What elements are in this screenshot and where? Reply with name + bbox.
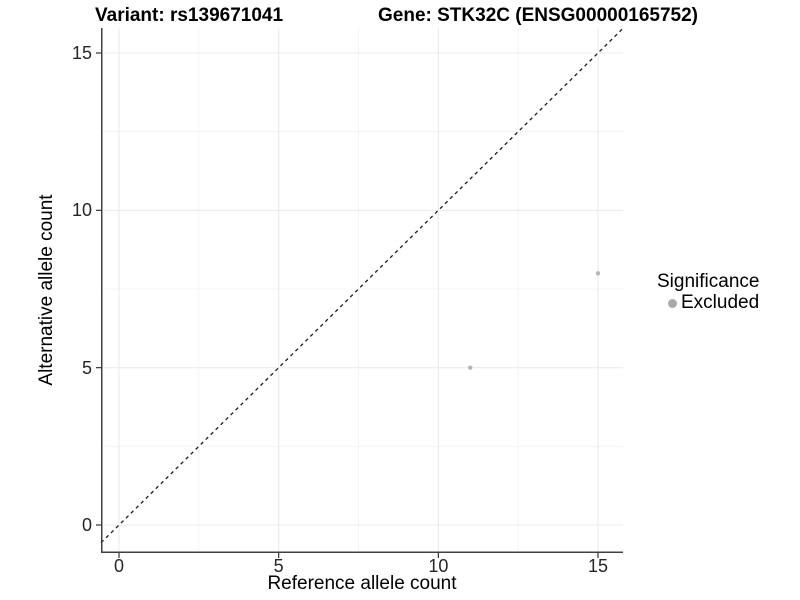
- data-point: [468, 365, 473, 370]
- x-tick-label: 15: [587, 556, 609, 576]
- x-tick-label: 5: [273, 556, 284, 576]
- plot-canvas: [96, 27, 624, 558]
- legend-entry-excluded: Excluded: [657, 293, 797, 313]
- legend: Significance Excluded: [657, 272, 797, 313]
- y-tick-label: 0: [81, 515, 92, 535]
- plot-title-gene: Gene: STK32C (ENSG00000165752): [378, 5, 698, 26]
- plot-panel: [96, 27, 624, 558]
- legend-title: Significance: [657, 271, 760, 292]
- y-tick-label: 5: [81, 357, 92, 378]
- x-tick-label: 0: [113, 556, 125, 576]
- data-point: [595, 271, 601, 276]
- identity-reference-line: [100, 27, 624, 544]
- legend-entry-label: Excluded: [681, 292, 760, 313]
- y-tick-label: 10: [71, 200, 92, 221]
- y-tick-label: 15: [71, 43, 92, 63]
- y-axis-title: Alternative allele count: [36, 194, 57, 386]
- x-axis-title: Reference allele count: [267, 573, 457, 594]
- legend-point-icon: [668, 298, 677, 308]
- x-tick-label: 10: [428, 556, 449, 576]
- plot-title-variant: Variant: rs139671041: [95, 5, 284, 26]
